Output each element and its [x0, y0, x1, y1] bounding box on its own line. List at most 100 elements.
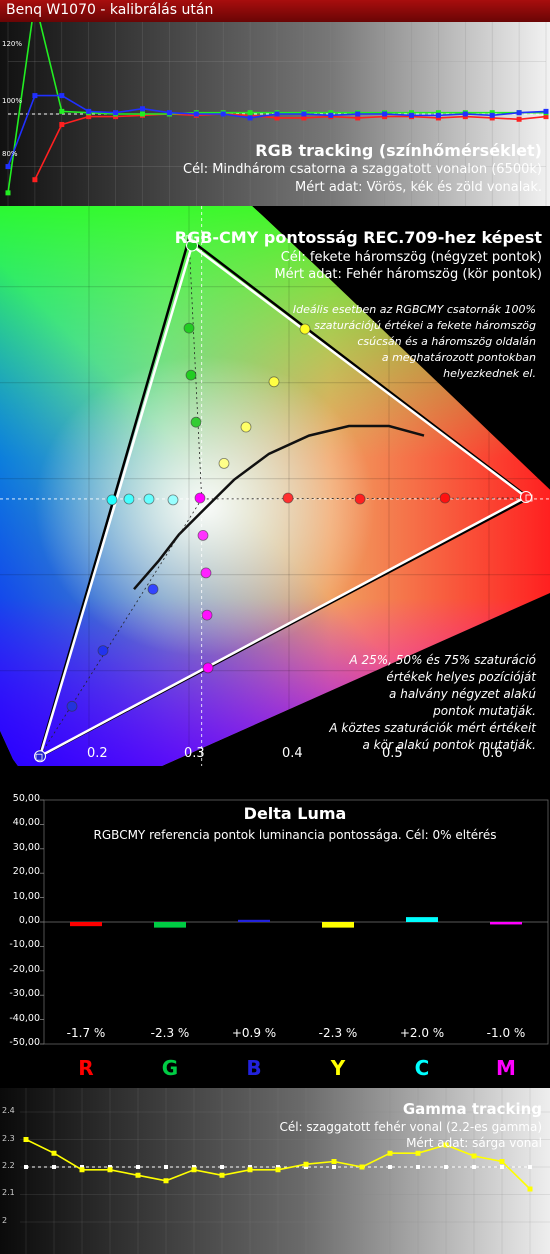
rgb-point — [301, 115, 307, 121]
gamma-target-point — [472, 1165, 476, 1169]
rgb-point — [113, 110, 119, 116]
gamma-target-point — [276, 1165, 280, 1169]
gamma-caption-line1: Cél: szaggatott fehér vonal (2.2-es gamm… — [279, 1120, 542, 1134]
note-line: a halvány négyzet alakú — [389, 687, 536, 701]
measured-point-C25 — [167, 494, 179, 506]
gamma-target-point — [304, 1165, 308, 1169]
luma-y-label: 50,00 — [12, 793, 40, 804]
rgb-point — [355, 115, 361, 121]
rgb-point — [409, 110, 414, 116]
luma-bar-R — [70, 922, 102, 927]
luma-bar-Y — [322, 922, 354, 928]
rgb-point — [543, 108, 549, 114]
rgb-point — [140, 106, 145, 112]
gamma-point — [275, 1167, 281, 1173]
luma-y-label: 20,00 — [12, 866, 40, 878]
gamma-target-point — [444, 1165, 448, 1169]
measured-point-C100 — [106, 494, 118, 506]
rgb-point — [489, 115, 495, 121]
rgb-point — [328, 112, 334, 118]
rgb-point — [247, 112, 253, 118]
gamma-caption-line2: Mért adat: sárga vonal — [406, 1136, 542, 1150]
measured-point-B25 — [147, 583, 159, 595]
rgb-point — [59, 108, 65, 114]
luma-value-label: +2.0 % — [399, 1026, 445, 1040]
rgb-tracking-chart — [0, 22, 550, 206]
gamma-y-label: 2.4 — [2, 1106, 15, 1115]
gamma-point — [247, 1167, 253, 1173]
luma-y-label: 10,00 — [12, 890, 40, 902]
rgb-point — [462, 111, 468, 117]
measured-point-M75 — [201, 609, 213, 621]
rgb-point — [32, 93, 38, 99]
note-line: csúcsán és a háromszög oldalán — [357, 335, 536, 348]
gamma-point — [387, 1150, 393, 1156]
rgb-point — [193, 111, 199, 117]
rgb-point — [86, 114, 92, 120]
rgb-caption-line1: Cél: Mindhárom csatorna a szaggatott von… — [183, 162, 542, 177]
gamma-point — [359, 1164, 365, 1170]
gamma-point — [443, 1142, 449, 1148]
measured-point-R25 — [282, 492, 294, 504]
gamma-point — [163, 1178, 169, 1184]
rgb-point — [543, 114, 549, 120]
rgb-point — [166, 110, 172, 116]
luma-y-label: -50,00 — [9, 1037, 40, 1048]
gamma-y-label: 2.1 — [2, 1188, 15, 1197]
gamma-target-point — [416, 1165, 420, 1169]
rgb-point — [355, 111, 361, 117]
target-square-B — [35, 753, 43, 761]
gamma-chart — [0, 1088, 550, 1254]
rgb-point — [5, 164, 11, 170]
gamma-target-point — [192, 1165, 196, 1169]
rgb-tracking-panel: 120% 100% 80% RGB tracking (színhőmérsék… — [0, 22, 550, 206]
measured-point-Y75 — [268, 376, 280, 388]
luma-category-label: G — [161, 1056, 179, 1080]
gamma-target-point — [108, 1165, 112, 1169]
gamut-caption-line2: Mért adat: Fehér háromszög (kör pontok) — [274, 267, 542, 282]
rgb-point — [113, 114, 119, 120]
guide-line-G — [188, 238, 203, 499]
gamma-point — [303, 1161, 309, 1167]
note-line: A 25%, 50% és 75% szaturáció — [349, 653, 536, 667]
target-square-R — [525, 494, 533, 502]
rgb-point — [140, 111, 145, 117]
measured-point-W — [194, 492, 206, 504]
gamma-y-label: 2.2 — [2, 1161, 15, 1170]
gamma-point — [191, 1167, 197, 1173]
gamut-x-tick: 0.6 — [482, 746, 503, 761]
rgb-y-label: 120% — [2, 40, 23, 48]
rgb-point — [435, 110, 441, 116]
measured-point-R50 — [354, 493, 366, 505]
gamut-note-bottom: A 25%, 50% és 75% szaturáció értékek hel… — [329, 652, 536, 754]
gamma-target-point — [164, 1165, 168, 1169]
gamma-point — [23, 1137, 29, 1142]
gamma-target-point — [500, 1165, 504, 1169]
note-line: szaturációjú értékei a fekete háromszög — [314, 319, 536, 332]
rgb-title: RGB tracking (színhőmérséklet) — [255, 141, 542, 160]
gamut-x-tick: 0.3 — [184, 746, 205, 761]
note-line: a kör alakú pontok mutatják. — [362, 738, 536, 752]
gamma-point — [415, 1150, 421, 1156]
gamma-target-point — [220, 1165, 224, 1169]
luma-title: Delta Luma — [243, 804, 347, 823]
gamma-point — [51, 1150, 57, 1156]
measured-point-Y50 — [240, 421, 252, 433]
gamma-point — [499, 1159, 505, 1164]
gamma-point — [79, 1167, 85, 1173]
measured-point-G75 — [183, 322, 195, 334]
gamma-target-point — [24, 1165, 28, 1169]
gamma-target-point — [136, 1165, 140, 1169]
gamma-target-point — [248, 1165, 252, 1169]
note-line: A köztes szaturációk mért értékeit — [329, 721, 536, 735]
luma-value-label: -1.0 % — [486, 1026, 526, 1040]
rgb-point — [220, 111, 226, 117]
luma-value-label: -2.3 % — [318, 1026, 358, 1040]
gamma-y-label: 2 — [2, 1216, 8, 1225]
luma-y-label: -10,00 — [9, 939, 40, 951]
luma-category-label: R — [78, 1056, 94, 1080]
primary-point-B — [34, 750, 46, 763]
luma-bar-B — [238, 919, 270, 922]
rgb-point — [59, 93, 65, 99]
luma-value-label: -1.7 % — [66, 1026, 106, 1040]
